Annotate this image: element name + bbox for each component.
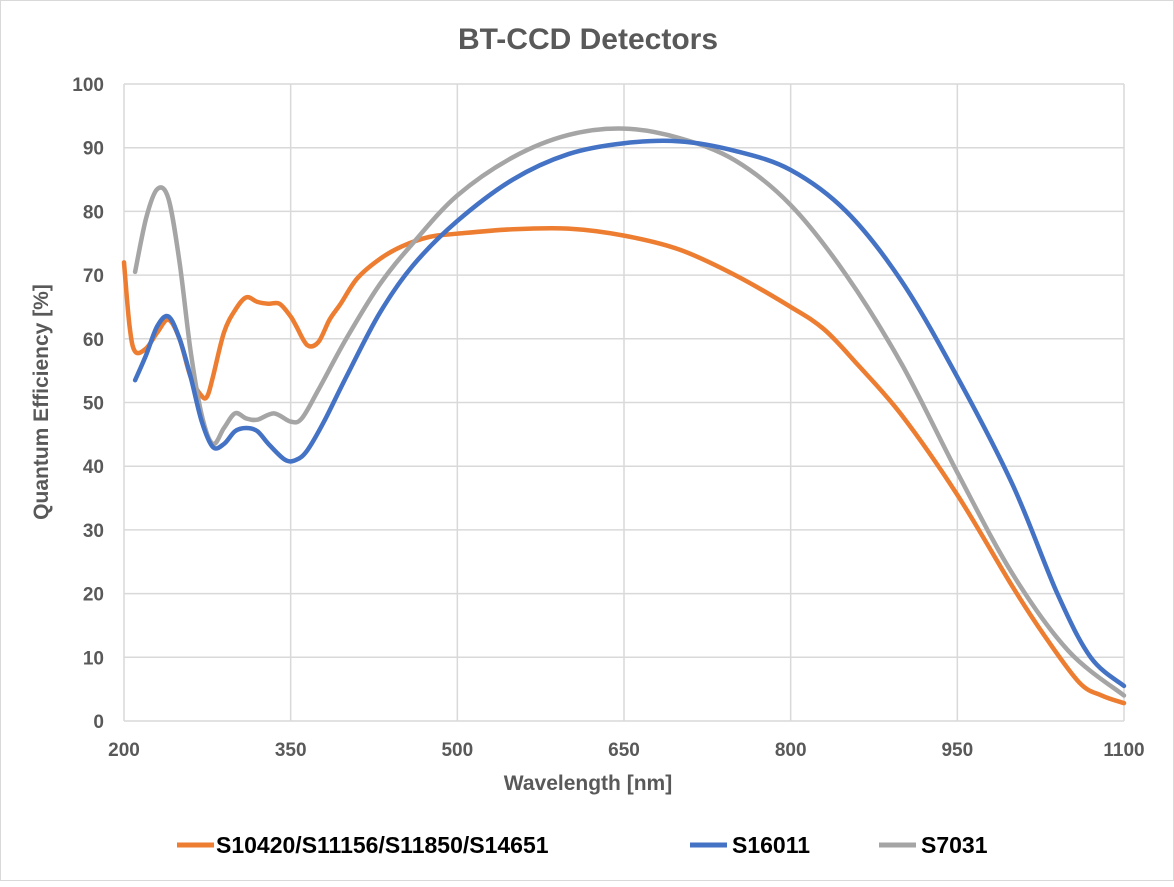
y-tick-label: 80 [83,202,104,223]
y-tick-labels: 0 10 20 30 40 50 60 70 80 90 100 [72,75,104,733]
grid [123,83,1125,722]
legend-label: S7031 [921,832,988,858]
legend-label: S16011 [732,832,810,858]
y-tick-label: 90 [83,139,104,160]
legend: S10420/S11156/S11850/S14651 S16011 S7031 [177,832,988,858]
legend-item: S7031 [879,832,988,858]
chart-title: BT-CCD Detectors [458,23,718,56]
x-tick-label: 650 [608,740,640,761]
x-tick-label: 500 [441,740,473,761]
y-axis-label: Quantum Efficiency [%] [30,284,53,520]
y-tick-label: 60 [83,330,104,351]
legend-item: S16011 [690,832,810,858]
series-line-1 [132,138,1127,689]
y-tick-label: 0 [93,712,104,733]
x-tick-label: 800 [775,740,807,761]
legend-label: S10420/S11156/S11850/S14651 [216,832,549,858]
y-tick-label: 20 [83,585,104,606]
y-tick-label: 30 [83,521,104,542]
y-tick-label: 100 [72,75,104,96]
y-tick-label: 50 [83,394,104,415]
x-tick-label: 950 [941,740,973,761]
x-axis-label: Wavelength [nm] [504,772,672,795]
y-tick-label: 10 [83,648,104,669]
x-tick-labels: 200 350 500 650 800 950 1100 [108,740,1144,761]
y-tick-label: 40 [83,457,104,478]
x-tick-label: 200 [108,740,140,761]
x-tick-label: 1100 [1103,740,1144,761]
legend-item: S10420/S11156/S11850/S14651 [177,832,549,858]
x-tick-label: 350 [275,740,307,761]
y-tick-label: 70 [83,266,104,287]
series-line-2 [132,126,1127,698]
series-lines [121,126,1127,706]
